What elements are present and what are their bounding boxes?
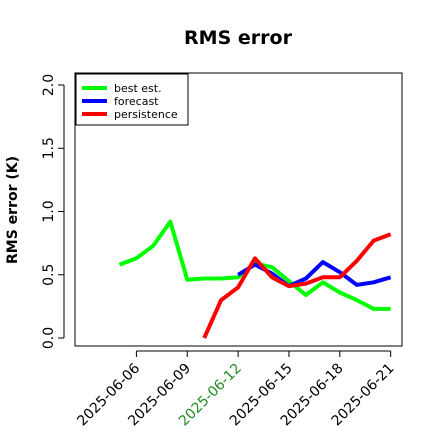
y-tick-label: 0.0 (41, 327, 57, 349)
axis-layer: 0.00.51.01.52.02025-06-062025-06-092025-… (41, 74, 397, 430)
y-tick-label: 1.5 (41, 137, 57, 159)
legend-label-persistence: persistence (114, 108, 178, 121)
legend-label-forecast: forecast (114, 95, 159, 108)
plot-area (74, 72, 403, 347)
legend: best est. forecast persistence (75, 73, 189, 126)
y-tick-label: 1.0 (41, 200, 57, 222)
series-layer (118, 219, 392, 339)
y-tick-label: 2.0 (41, 74, 57, 96)
y-tick-label: 0.5 (41, 264, 57, 286)
series-line-2 (202, 232, 392, 339)
y-axis-label: RMS error (K) (5, 156, 21, 264)
legend-label-best-est: best est. (114, 82, 162, 95)
chart-title: RMS error (184, 27, 293, 49)
